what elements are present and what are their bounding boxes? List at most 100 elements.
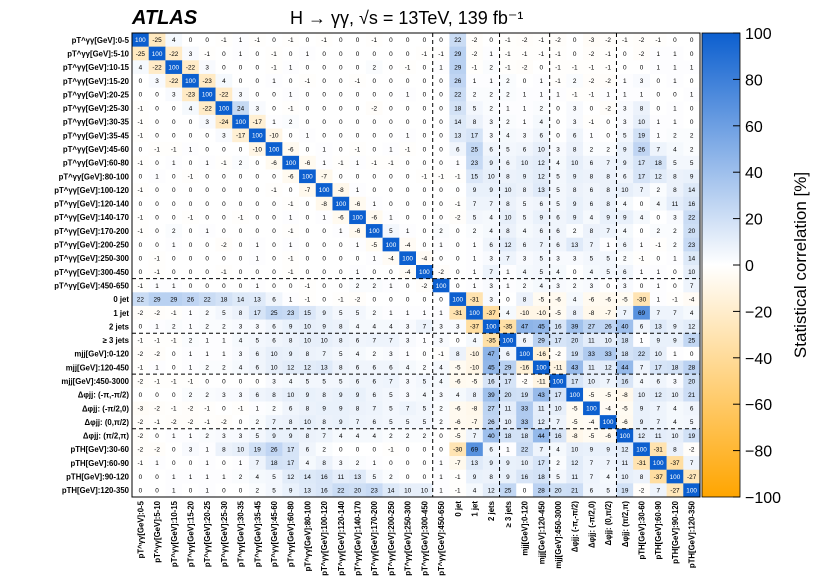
heatmap-cell	[248, 387, 266, 402]
cell-value-label: 17	[254, 310, 262, 317]
cell-value-label: 1	[272, 78, 276, 85]
column-label: mjj[GeV]:120-450	[537, 500, 546, 564]
heatmap-cell	[382, 305, 400, 320]
cell-value-label: 9	[623, 146, 627, 153]
cell-value-label: 1	[606, 242, 610, 249]
cell-value-label: 20	[504, 392, 512, 399]
cell-value-label: 0	[155, 201, 159, 208]
cell-value-label: -6	[288, 174, 294, 181]
cell-value-label: 6	[256, 392, 260, 399]
heatmap-cell	[449, 483, 467, 498]
heatmap-cell	[482, 483, 500, 498]
heatmap-cell	[365, 73, 383, 88]
cell-value-label: 1	[673, 51, 677, 58]
heatmap-cell	[599, 60, 617, 75]
column-label: pT^γγ[GeV]:80-100	[303, 500, 312, 571]
cell-value-label: 6	[640, 324, 644, 331]
cell-value-label: 3	[406, 324, 410, 331]
cell-value-label: 2	[540, 105, 544, 112]
cell-value-label: 3	[590, 283, 594, 290]
column-label: mjj[GeV]:450-3000	[554, 500, 563, 568]
heatmap-cell	[683, 428, 701, 443]
heatmap-cell	[583, 456, 601, 471]
cell-value-label: -6	[355, 201, 361, 208]
heatmap-cell	[265, 46, 283, 61]
heatmap-cell	[265, 387, 283, 402]
heatmap-cell	[549, 142, 567, 157]
heatmap-cell	[616, 265, 634, 279]
cell-value-label: 4	[423, 392, 427, 399]
heatmap-cell	[583, 169, 601, 184]
heatmap-cell	[299, 142, 317, 157]
cell-value-label: 6	[573, 133, 577, 140]
cell-value-label: -1	[455, 474, 461, 481]
cell-value-label: 10	[237, 447, 245, 454]
cell-value-label: 25	[270, 310, 278, 317]
cell-value-label: 2	[189, 337, 193, 344]
cell-value-label: -5	[472, 378, 478, 385]
cell-value-label: 0	[322, 283, 326, 290]
cell-value-label: 7	[372, 337, 376, 344]
heatmap-cell	[516, 155, 534, 170]
row-label: pT^γγ[GeV]:170-200	[54, 227, 129, 236]
heatmap-cell	[482, 305, 500, 320]
cell-value-label: 9	[506, 474, 510, 481]
cell-value-label: 6	[356, 337, 360, 344]
cell-value-label: -1	[589, 119, 595, 126]
cell-value-label: 7	[606, 460, 610, 467]
heatmap-cell	[399, 469, 417, 484]
cell-value-label: 8	[339, 365, 343, 372]
heatmap-cell	[499, 196, 517, 211]
cell-value-label: -1	[388, 447, 394, 454]
heatmap-cell	[399, 155, 417, 170]
cell-value-label: 20	[554, 487, 562, 494]
cell-value-label: -17	[253, 119, 263, 126]
cell-value-label: 0	[573, 51, 577, 58]
cell-value-label: 43	[571, 365, 579, 372]
cell-value-label: 0	[640, 283, 644, 290]
cell-value-label: -1	[505, 37, 511, 44]
heatmap-cell	[315, 33, 333, 47]
heatmap-cell	[549, 114, 567, 129]
heatmap-cell	[248, 415, 266, 430]
heatmap-cell	[182, 456, 200, 471]
cell-value-label: 0	[172, 351, 176, 358]
heatmap-cell	[649, 319, 667, 334]
cell-value-label: 0	[289, 187, 293, 194]
cell-value-label: 1	[205, 487, 209, 494]
heatmap-cell	[132, 142, 150, 157]
cell-value-label: 2	[256, 487, 260, 494]
heatmap-cell	[516, 196, 534, 211]
cell-value-label: 3	[339, 460, 343, 467]
cell-value-label: -2	[472, 51, 478, 58]
cell-value-label: 0	[272, 92, 276, 99]
cell-value-label: 0	[439, 133, 443, 140]
heatmap-cell	[516, 333, 534, 348]
heatmap-cell	[499, 60, 517, 75]
cell-value-label: 3	[523, 255, 527, 262]
row-label: pTH[GeV]:60-90	[71, 459, 130, 468]
cell-value-label: -6	[605, 296, 611, 303]
heatmap-cell	[382, 292, 400, 307]
cell-value-label: 100	[586, 406, 597, 413]
cell-value-label: 1	[623, 92, 627, 99]
heatmap-cell	[198, 483, 216, 498]
heatmap-cell	[482, 374, 500, 389]
heatmap-cell	[198, 292, 216, 307]
cell-value-label: 6	[523, 146, 527, 153]
heatmap-cell	[482, 319, 500, 334]
heatmap-cell	[633, 237, 651, 252]
heatmap-cell	[282, 292, 300, 307]
heatmap-cell	[299, 319, 317, 334]
heatmap-cell	[616, 374, 634, 389]
cell-value-label: 100	[252, 133, 263, 140]
cell-value-label: 0	[306, 105, 310, 112]
heatmap-cell	[566, 401, 584, 416]
heatmap-cell	[449, 374, 467, 389]
heatmap-cell	[215, 469, 233, 484]
cell-value-label: 9	[640, 406, 644, 413]
cell-value-label: -4	[388, 255, 394, 262]
cell-value-label: 100	[553, 378, 564, 385]
heatmap-cell	[683, 401, 701, 416]
cell-value-label: 18	[270, 460, 278, 467]
